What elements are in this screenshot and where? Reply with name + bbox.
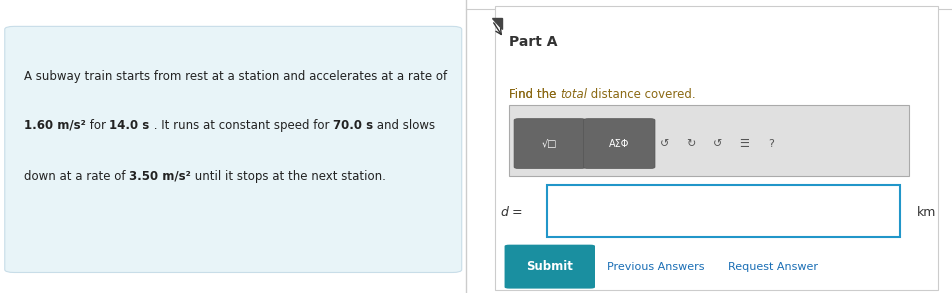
Text: km: km <box>917 206 936 219</box>
Text: until it stops at the next station.: until it stops at the next station. <box>190 170 386 183</box>
Text: √□: √□ <box>542 139 558 149</box>
Text: distance covered.: distance covered. <box>587 88 696 101</box>
Text: Part A: Part A <box>509 35 558 49</box>
FancyBboxPatch shape <box>5 26 462 272</box>
Text: 14.0 s: 14.0 s <box>109 119 149 132</box>
Text: ΑΣΦ: ΑΣΦ <box>609 139 629 149</box>
FancyBboxPatch shape <box>514 119 585 168</box>
Text: for: for <box>86 119 109 132</box>
Text: down at a rate of: down at a rate of <box>24 170 129 183</box>
Text: A subway train starts from rest at a station and accelerates at a rate of: A subway train starts from rest at a sta… <box>24 70 446 83</box>
Text: 1.60 m/s²: 1.60 m/s² <box>24 119 86 132</box>
Text: Find the: Find the <box>509 88 561 101</box>
Text: and slows: and slows <box>373 119 435 132</box>
Text: Previous Answers: Previous Answers <box>607 262 704 272</box>
Text: ↺: ↺ <box>713 139 723 149</box>
Text: 70.0 s: 70.0 s <box>333 119 373 132</box>
FancyBboxPatch shape <box>509 105 909 176</box>
FancyBboxPatch shape <box>584 119 655 168</box>
Text: $d$ =: $d$ = <box>500 205 523 219</box>
Text: ?: ? <box>768 139 774 149</box>
Text: ↺: ↺ <box>660 139 669 149</box>
Text: total: total <box>561 88 587 101</box>
Text: ↻: ↻ <box>686 139 696 149</box>
Text: Request Answer: Request Answer <box>728 262 819 272</box>
Polygon shape <box>492 18 502 29</box>
Text: Find the: Find the <box>509 88 561 101</box>
FancyBboxPatch shape <box>505 245 595 289</box>
Text: Submit: Submit <box>526 260 573 273</box>
FancyBboxPatch shape <box>547 185 900 237</box>
Text: ☰: ☰ <box>740 139 749 149</box>
Text: 3.50 m/s²: 3.50 m/s² <box>129 170 190 183</box>
Text: . It runs at constant speed for: . It runs at constant speed for <box>149 119 333 132</box>
FancyBboxPatch shape <box>495 6 938 290</box>
